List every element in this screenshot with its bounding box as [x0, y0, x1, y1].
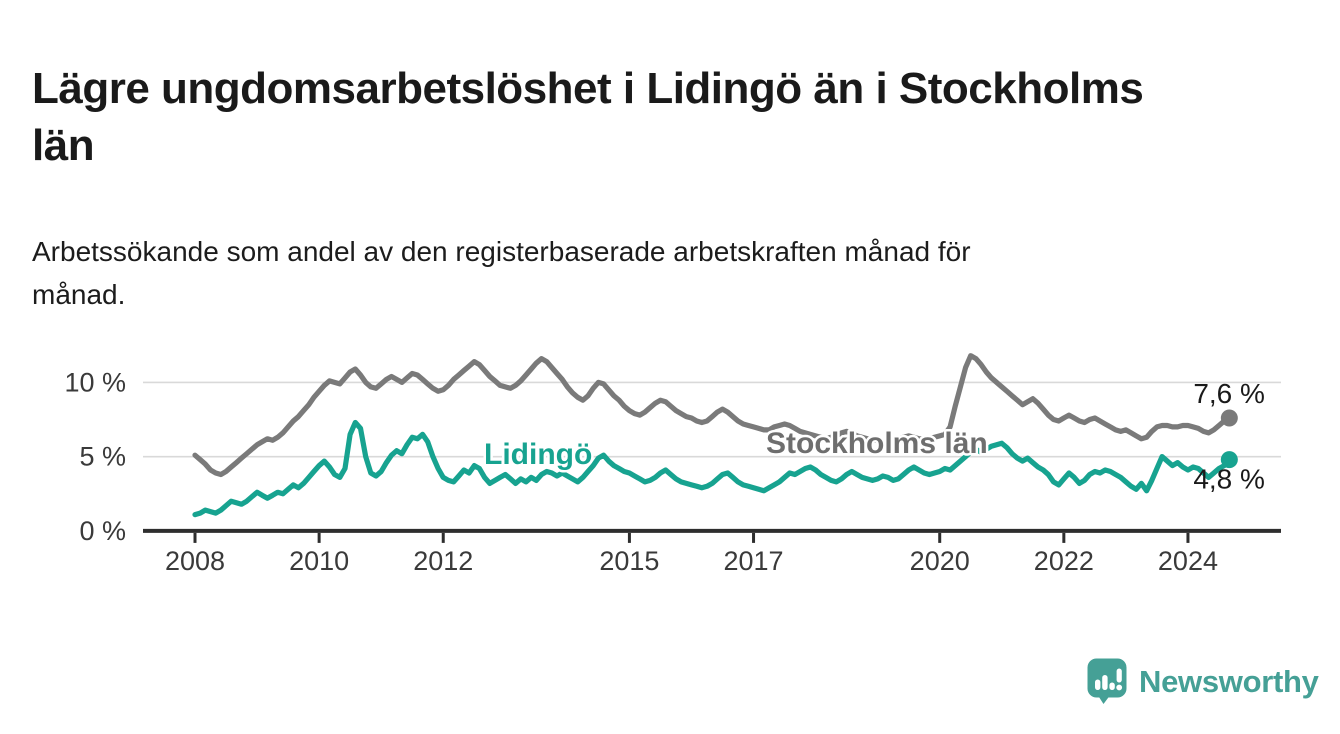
x-tick-label-2020: 2020 [910, 546, 970, 576]
stockholm-line [192, 353, 1232, 478]
line-chart: Stockholms län Lidingö 2008 2010 2012 2015 201… [0, 330, 1340, 590]
end-label-stockholm: 7,6 % [1193, 378, 1265, 409]
end-dot-lidingo [1220, 451, 1238, 469]
x-tick-label-2022: 2022 [1034, 546, 1094, 576]
series-label-stockholms-lan: Stockholms län [766, 427, 988, 460]
y-tick-label-0: 0 % [79, 516, 126, 546]
end-label-lidingo: 4,8 % [1193, 464, 1265, 495]
subtitle-line-2: månad. [32, 279, 126, 311]
title-line-1: Lägre ungdomsarbetslöshet i Lidingö än i… [32, 64, 1144, 114]
series-label-lidingo: Lidingö [484, 438, 592, 471]
end-dot-stockholm [1220, 409, 1238, 427]
x-tick-label-2010: 2010 [289, 546, 349, 576]
newsworthy-logo: Newsworthy [1087, 658, 1319, 705]
x-tick-label-2012: 2012 [413, 546, 473, 576]
x-tick-label-2008: 2008 [165, 546, 225, 576]
logo-wordmark: Newsworthy [1139, 663, 1319, 699]
y-tick-label-10: 10 % [64, 367, 126, 397]
x-tick-label-2017: 2017 [724, 546, 784, 576]
x-tick-label-2015: 2015 [599, 546, 659, 576]
page-title: Lägre ungdomsarbetslöshet i Lidingö än i… [32, 61, 1322, 174]
x-tick-label-2024: 2024 [1158, 546, 1218, 576]
title-line-2: län [32, 120, 95, 170]
chart-canvas: Stockholms län Lidingö 2008 2010 2012 2015 201… [64, 353, 1281, 576]
lidingo-line [192, 419, 1232, 518]
bar-chart-speech-bubble-icon [1087, 658, 1127, 704]
chart-subtitle: Arbetssökande som andel av den registerb… [32, 230, 1272, 317]
y-tick-label-5: 5 % [79, 442, 126, 472]
subtitle-line-1: Arbetssökande som andel av den registerb… [32, 236, 971, 267]
